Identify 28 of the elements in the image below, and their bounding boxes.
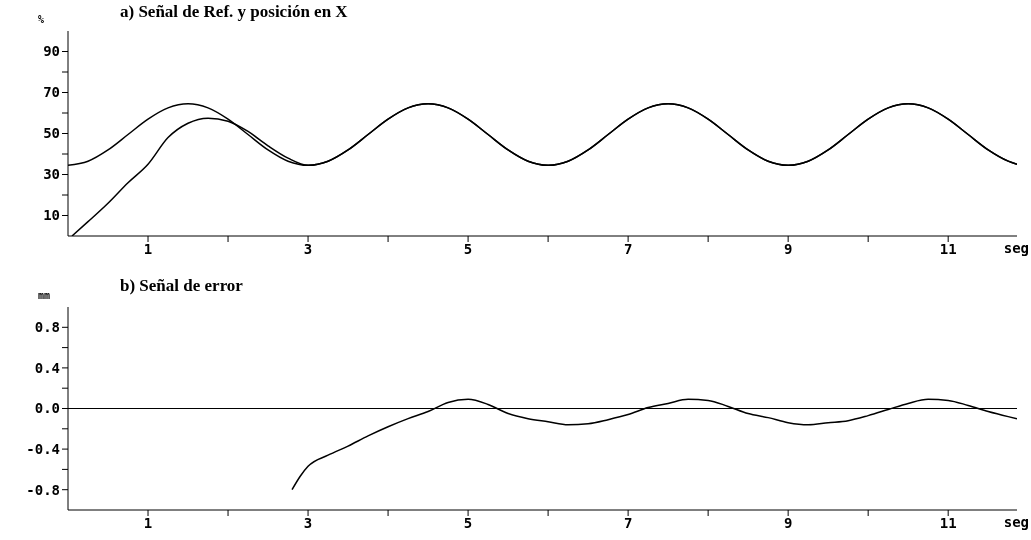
y-tick-label: 10 bbox=[43, 207, 60, 224]
y-axis-title: % bbox=[38, 14, 45, 25]
chart-title: b) Señal de error bbox=[120, 276, 243, 296]
x-tick-label: 7 bbox=[623, 240, 633, 257]
y-tick-label: 0.0 bbox=[34, 400, 60, 417]
y-axis-title: mm bbox=[38, 290, 51, 301]
chart-title: a) Señal de Ref. y posición en X bbox=[120, 2, 348, 22]
x-tick-label: 9 bbox=[783, 240, 793, 257]
x-tick-label: 1 bbox=[143, 240, 153, 257]
x-tick-label: 1 bbox=[143, 514, 153, 531]
y-tick-label: 0.8 bbox=[34, 319, 60, 336]
y-tick-label: -0.4 bbox=[26, 441, 60, 458]
x-tick-label: 11 bbox=[939, 514, 957, 531]
y-tick-label: 90 bbox=[43, 43, 60, 60]
y-tick-label: 30 bbox=[43, 166, 60, 183]
y-tick-label: 0.4 bbox=[34, 359, 60, 376]
x-tick-label: 7 bbox=[623, 514, 633, 531]
y-tick-label: 70 bbox=[43, 84, 60, 101]
x-axis-title: seg bbox=[1003, 240, 1029, 256]
x-axis-title: seg bbox=[1003, 514, 1029, 530]
x-tick-label: 3 bbox=[303, 514, 313, 531]
x-tick-label: 9 bbox=[783, 514, 793, 531]
y-tick-label: -0.8 bbox=[26, 481, 60, 498]
y-tick-label: 50 bbox=[43, 125, 60, 142]
x-tick-label: 3 bbox=[303, 240, 313, 257]
x-tick-label: 5 bbox=[463, 514, 473, 531]
x-tick-label: 5 bbox=[463, 240, 473, 257]
x-tick-label: 11 bbox=[939, 240, 957, 257]
